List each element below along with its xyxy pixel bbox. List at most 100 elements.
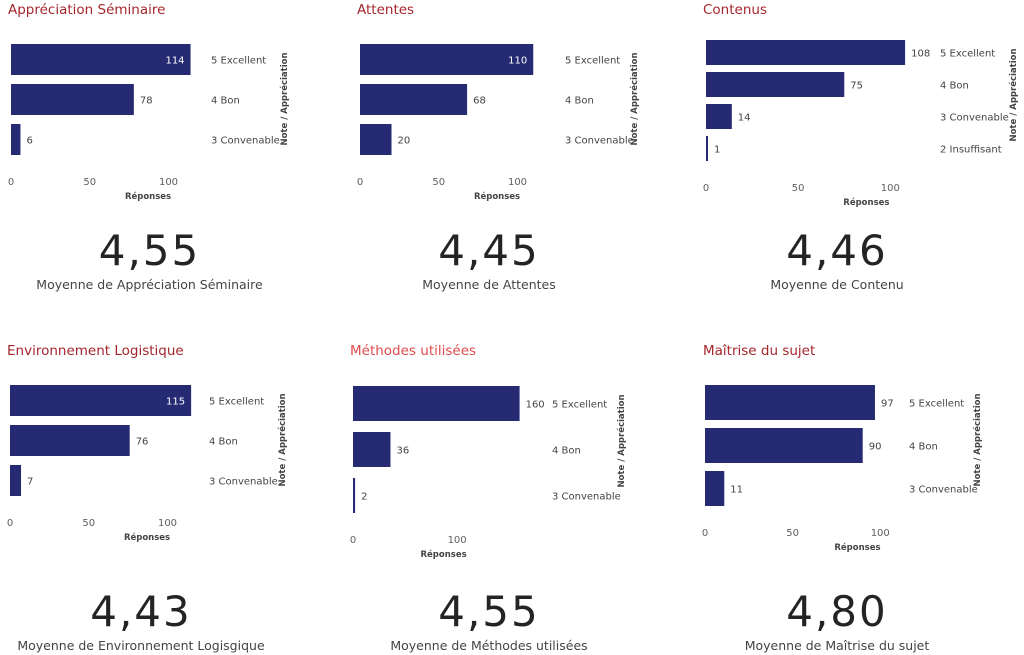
x-tick-label: 100 bbox=[871, 528, 890, 539]
category-label: 3 Convenable bbox=[909, 485, 978, 496]
x-tick-label: 0 bbox=[703, 183, 709, 194]
chart-title: Appréciation Séminaire bbox=[8, 2, 166, 18]
bar bbox=[11, 84, 134, 115]
data-label: 36 bbox=[396, 446, 409, 457]
x-axis-title: Réponses bbox=[125, 191, 171, 202]
kpi-value: 4,80 bbox=[786, 587, 888, 636]
y-axis-title: Note / Appréciation bbox=[616, 394, 627, 487]
x-axis-title: Réponses bbox=[834, 542, 880, 553]
bar bbox=[353, 432, 391, 467]
category-label: 5 Excellent bbox=[552, 400, 607, 411]
kpi-value: 4,45 bbox=[438, 226, 540, 275]
x-tick-label: 0 bbox=[8, 177, 14, 188]
category-label: 4 Bon bbox=[211, 96, 240, 107]
data-label: 97 bbox=[881, 399, 894, 410]
data-label: 108 bbox=[911, 49, 930, 60]
x-tick-label: 50 bbox=[792, 183, 805, 194]
bar bbox=[360, 124, 392, 155]
kpi-label: Moyenne de Méthodes utilisées bbox=[390, 638, 588, 653]
x-axis-title: Réponses bbox=[843, 197, 889, 208]
data-label: 2 bbox=[361, 492, 367, 503]
category-label: 4 Bon bbox=[909, 442, 938, 453]
y-axis-title: Note / Appréciation bbox=[279, 52, 290, 145]
kpi-label: Moyenne de Appréciation Séminaire bbox=[36, 277, 263, 292]
data-label: 20 bbox=[398, 136, 411, 147]
x-axis-title: Réponses bbox=[420, 549, 466, 560]
chart-title: Maîtrise du sujet bbox=[703, 343, 816, 359]
bar-chart: 97 5 Excellent 90 4 Bon 11 3 Convenable 0 50 100… bbox=[702, 385, 983, 553]
kpi-card: 4,45 Moyenne de Attentes bbox=[357, 226, 621, 293]
bar bbox=[11, 124, 21, 155]
kpi-card: 4,80 Moyenne de Maîtrise du sujet bbox=[703, 587, 971, 654]
x-tick-label: 100 bbox=[881, 183, 900, 194]
kpi-card: 4,43 Moyenne de Environnement Logisgique bbox=[7, 587, 275, 654]
y-axis-title: Note / Appréciation bbox=[1008, 48, 1019, 141]
bar bbox=[10, 465, 22, 496]
kpi-card: 4,46 Moyenne de Contenu bbox=[703, 226, 971, 293]
category-label: 5 Excellent bbox=[209, 397, 264, 408]
category-label: 4 Bon bbox=[940, 81, 969, 92]
bar bbox=[706, 72, 845, 97]
category-label: 3 Convenable bbox=[211, 136, 280, 147]
x-tick-label: 0 bbox=[350, 535, 356, 546]
category-label: 5 Excellent bbox=[211, 56, 266, 67]
bar bbox=[706, 104, 732, 129]
kpi-value: 4,55 bbox=[98, 226, 201, 275]
data-label: 76 bbox=[136, 437, 149, 448]
bar-chart: 160 5 Excellent 36 4 Bon 2 3 Convenable 0 100 Ré… bbox=[350, 386, 627, 560]
kpi-label: Moyenne de Contenu bbox=[770, 277, 904, 292]
data-label: 7 bbox=[27, 477, 33, 488]
bar-chart: 108 5 Excellent 75 4 Bon 14 3 Convenable 1 2 In… bbox=[703, 40, 1019, 208]
category-label: 4 Bon bbox=[565, 96, 594, 107]
data-label: 6 bbox=[26, 136, 32, 147]
kpi-value: 4,46 bbox=[786, 226, 888, 275]
bar bbox=[705, 385, 875, 420]
category-label: 2 Insuffisant bbox=[940, 145, 1002, 156]
data-label: 1 bbox=[714, 145, 720, 156]
kpi-label: Moyenne de Environnement Logisgique bbox=[17, 638, 265, 653]
bar bbox=[360, 44, 534, 75]
chart-title: Contenus bbox=[703, 2, 767, 18]
category-label: 5 Excellent bbox=[940, 49, 995, 60]
category-label: 3 Convenable bbox=[552, 492, 621, 503]
x-tick-label: 50 bbox=[83, 177, 96, 188]
category-label: 3 Convenable bbox=[209, 477, 278, 488]
data-label: 114 bbox=[165, 56, 184, 67]
category-label: 5 Excellent bbox=[909, 399, 964, 410]
bar-chart: 115 5 Excellent 76 4 Bon 7 3 Convenable 0 50 100… bbox=[7, 385, 288, 543]
x-tick-label: 50 bbox=[82, 518, 95, 529]
data-label: 78 bbox=[140, 96, 153, 107]
bar bbox=[705, 471, 725, 506]
category-label: 5 Excellent bbox=[565, 56, 620, 67]
bar bbox=[706, 136, 708, 161]
kpi-label: Moyenne de Attentes bbox=[422, 277, 556, 292]
category-label: 3 Convenable bbox=[565, 136, 634, 147]
kpi-value: 4,55 bbox=[438, 587, 540, 636]
bar bbox=[353, 478, 356, 513]
data-label: 11 bbox=[730, 485, 743, 496]
category-label: 4 Bon bbox=[209, 437, 238, 448]
bar bbox=[353, 386, 520, 421]
kpi-value: 4,43 bbox=[90, 587, 192, 636]
bar bbox=[10, 385, 192, 416]
data-label: 90 bbox=[869, 442, 882, 453]
chart-title: Attentes bbox=[357, 2, 415, 18]
bar bbox=[705, 428, 863, 463]
bar bbox=[360, 84, 468, 115]
x-axis-title: Réponses bbox=[474, 191, 520, 202]
kpi-card: 4,55 Moyenne de Méthodes utilisées bbox=[350, 587, 628, 654]
y-axis-title: Note / Appréciation bbox=[972, 393, 983, 486]
x-axis-title: Réponses bbox=[124, 532, 170, 543]
kpi-card: 4,55 Moyenne de Appréciation Séminaire bbox=[8, 226, 291, 293]
chart-title: Environnement Logistique bbox=[7, 343, 184, 359]
bar-chart: 114 5 Excellent 78 4 Bon 6 3 Convenable 0 50 100… bbox=[8, 44, 290, 202]
x-tick-label: 100 bbox=[159, 177, 178, 188]
x-tick-label: 100 bbox=[448, 535, 467, 546]
data-label: 68 bbox=[473, 96, 486, 107]
bar bbox=[11, 44, 191, 75]
category-label: 4 Bon bbox=[552, 446, 581, 457]
data-label: 115 bbox=[166, 397, 185, 408]
bar bbox=[706, 40, 906, 65]
x-tick-label: 100 bbox=[508, 177, 527, 188]
bar bbox=[10, 425, 130, 456]
